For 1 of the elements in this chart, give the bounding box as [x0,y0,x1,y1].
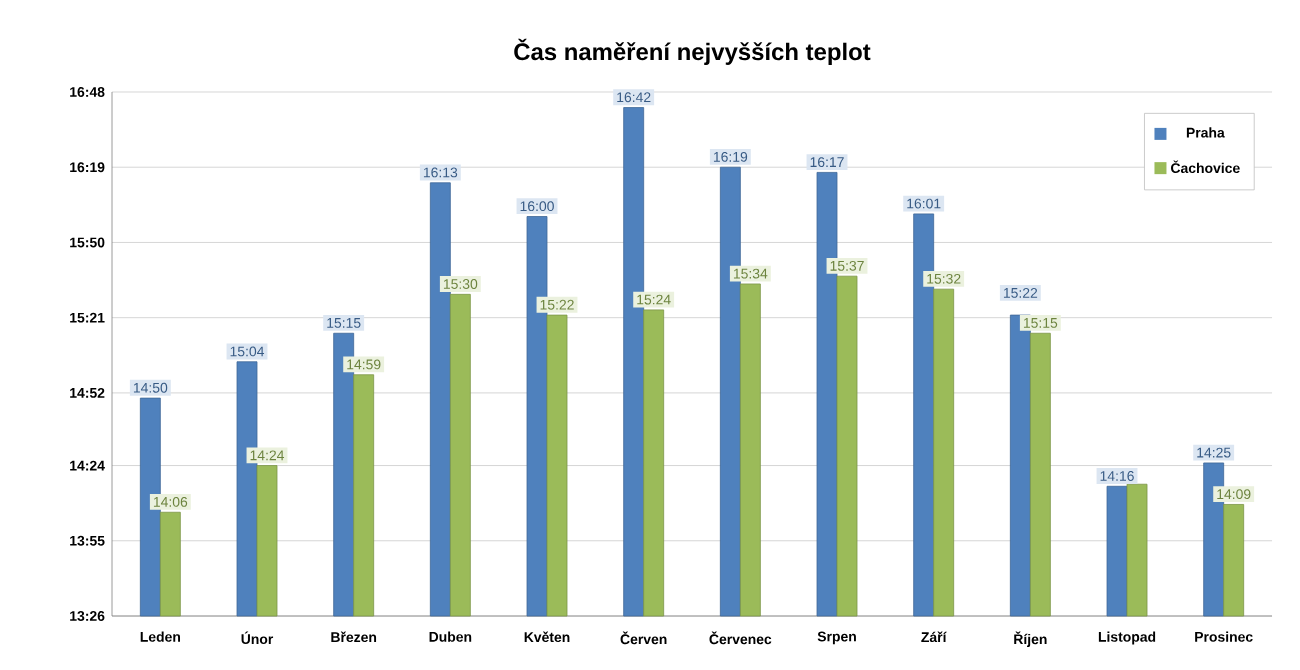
chart-title: Čas naměření nejvyšších teplot [514,38,871,65]
